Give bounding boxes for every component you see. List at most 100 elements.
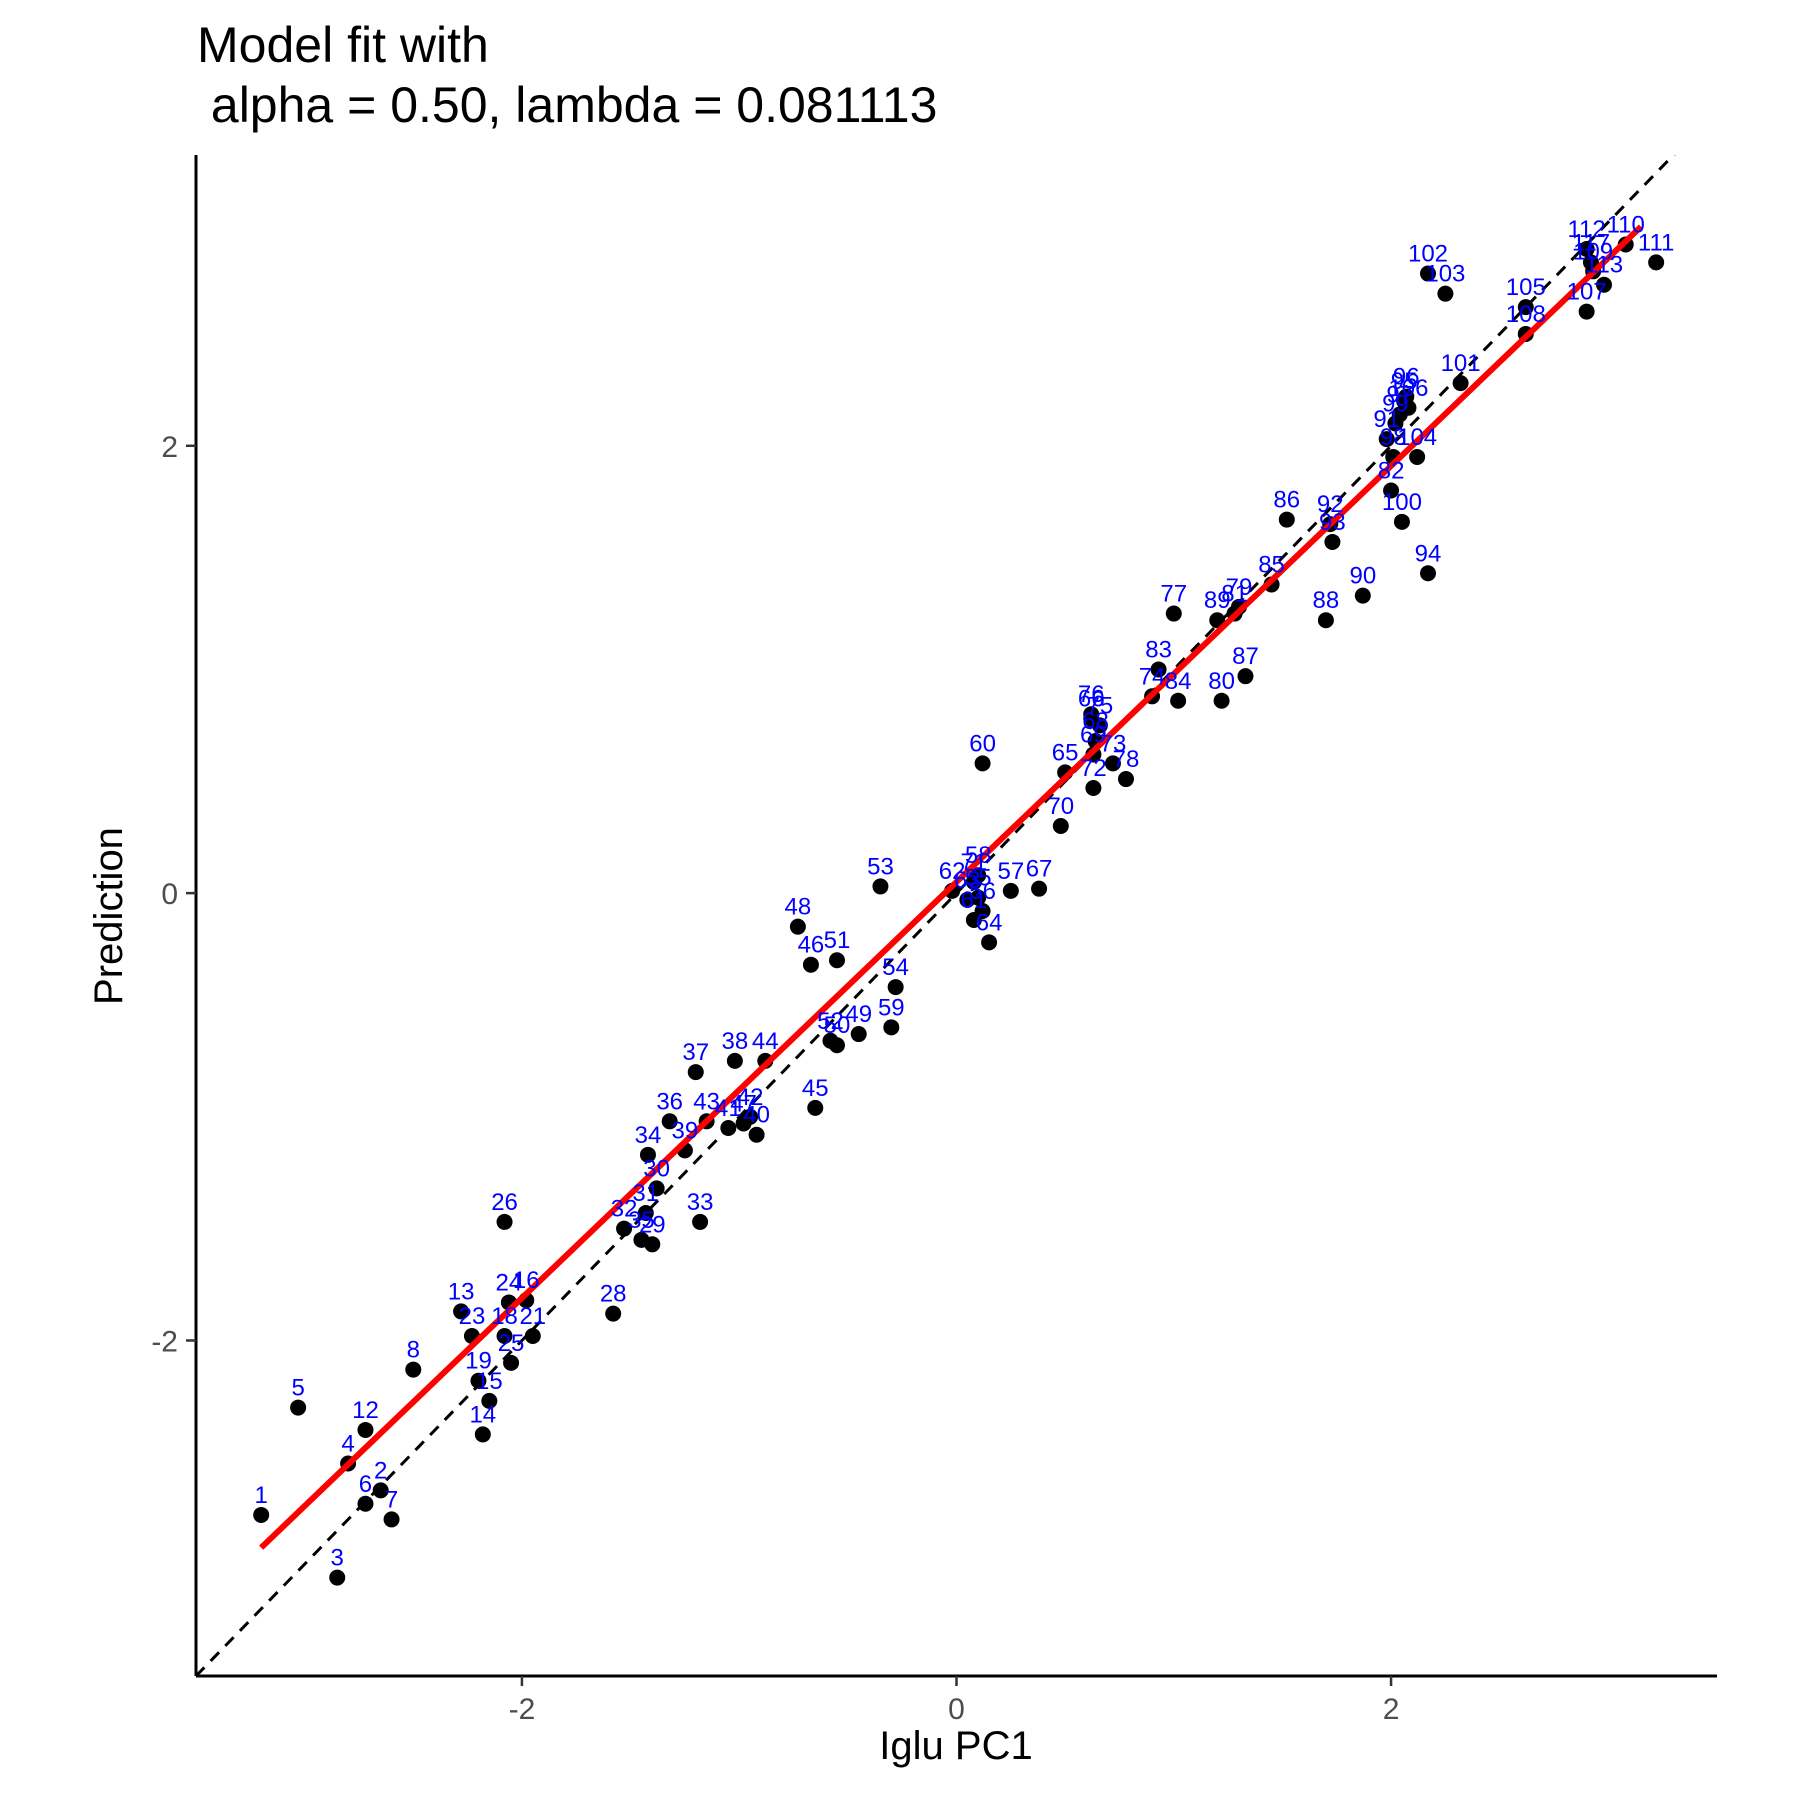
point-label: 44: [752, 1028, 779, 1055]
point-label: 53: [867, 853, 894, 880]
data-point: [661, 1113, 678, 1130]
point-label: 7: [385, 1486, 398, 1513]
point-label: 37: [682, 1039, 709, 1066]
data-point: [1582, 254, 1599, 271]
point-label: 79: [1226, 574, 1253, 601]
point-label: 91: [1373, 406, 1400, 433]
point-label: 96: [1393, 364, 1420, 391]
data-point: [807, 1099, 824, 1116]
point-label: 72: [1080, 755, 1107, 782]
data-point: [1117, 771, 1134, 788]
data-point: [1165, 605, 1182, 622]
axis-ticks: -2 0 2 -2 0 2: [151, 431, 1399, 1726]
data-point: [1237, 668, 1254, 685]
x-tick-label: 0: [948, 1693, 965, 1726]
point-label: 66: [1078, 686, 1105, 713]
point-label: 74: [1139, 663, 1166, 690]
point-label: 82: [1378, 458, 1405, 485]
data-point: [1452, 375, 1469, 392]
point-label: 93: [1319, 509, 1346, 536]
point-label: 39: [672, 1117, 699, 1144]
y-tick-label: -2: [151, 1325, 178, 1358]
point-label: 15: [476, 1368, 503, 1395]
data-point: [789, 918, 806, 935]
point-label: 106: [1388, 375, 1428, 402]
point-label: 6: [359, 1471, 372, 1498]
point-label: 70: [1047, 793, 1074, 820]
point-label: 5: [291, 1375, 304, 1402]
point-label: 113: [1585, 252, 1623, 279]
point-label: 23: [459, 1303, 486, 1330]
data-point: [1324, 533, 1341, 550]
data-point: [329, 1569, 346, 1586]
data-point: [496, 1328, 513, 1345]
point-label: 18: [491, 1303, 518, 1330]
point-label: 76: [1078, 681, 1105, 708]
point-label: 73: [1100, 730, 1127, 757]
y-axis-title: Prediction: [87, 827, 131, 1005]
y-tick-label: 0: [161, 878, 178, 911]
point-label: 52: [817, 1008, 844, 1035]
point-label: 1: [255, 1482, 268, 1509]
point-label: 87: [1232, 643, 1259, 670]
point-label: 12: [352, 1397, 379, 1424]
data-point: [1085, 780, 1102, 797]
data-point: [1170, 692, 1187, 709]
point-label: 75: [1087, 692, 1114, 719]
data-point: [1578, 240, 1595, 257]
point-label: 32: [611, 1196, 638, 1223]
point-label: 59: [878, 994, 905, 1021]
point-label: 103: [1425, 261, 1465, 288]
data-point: [1387, 415, 1404, 432]
identity-line: [196, 155, 1676, 1676]
point-label: 30: [643, 1155, 670, 1182]
data-point: [633, 1231, 650, 1248]
data-point: [720, 1119, 737, 1136]
point-label: 2: [374, 1457, 387, 1484]
data-point: [496, 1213, 513, 1230]
data-point: [357, 1495, 374, 1512]
point-label: 3: [331, 1545, 344, 1572]
point-label: 34: [635, 1122, 662, 1149]
point-label: 29: [639, 1211, 666, 1238]
point-label: 40: [743, 1102, 770, 1129]
point-label: 71: [961, 849, 988, 876]
data-point: [1083, 706, 1100, 723]
chart-subtitle: alpha = 0.50, lambda = 0.081113: [197, 77, 937, 133]
point-label: 36: [656, 1088, 683, 1115]
x-tick-label: -2: [509, 1693, 536, 1726]
fit-line: [259, 224, 1644, 1550]
data-point: [1104, 755, 1121, 772]
point-label: 77: [1160, 581, 1187, 608]
point-label: 78: [1113, 746, 1140, 773]
point-label: 98: [1380, 424, 1407, 451]
data-point: [372, 1482, 389, 1499]
data-point: [1278, 511, 1295, 528]
point-label: 64: [976, 909, 1003, 936]
y-tick-label: 2: [161, 431, 178, 464]
data-point: [648, 1180, 665, 1197]
point-label: 8: [407, 1337, 420, 1364]
data-point: [959, 891, 976, 908]
data-point: [253, 1506, 270, 1523]
data-point: [1354, 587, 1371, 604]
data-point: [735, 1115, 752, 1132]
point-label: 43: [693, 1088, 720, 1115]
point-label: 50: [824, 1012, 851, 1039]
point-label: 117: [1572, 229, 1610, 256]
point-label: 85: [1258, 551, 1285, 578]
data-point: [802, 956, 819, 973]
point-label: 111: [1638, 229, 1674, 256]
point-label: 45: [802, 1075, 829, 1102]
data-point: [1378, 431, 1395, 448]
data-point: [883, 1019, 900, 1036]
data-point: [1596, 276, 1613, 293]
point-label: 95: [1391, 368, 1418, 395]
point-label: 92: [1317, 491, 1344, 518]
data-point: [357, 1421, 374, 1438]
data-point: [687, 1064, 704, 1081]
point-label: 63: [954, 867, 981, 894]
data-point: [692, 1213, 709, 1230]
x-axis-title: Iglu PC1: [879, 1724, 1032, 1768]
